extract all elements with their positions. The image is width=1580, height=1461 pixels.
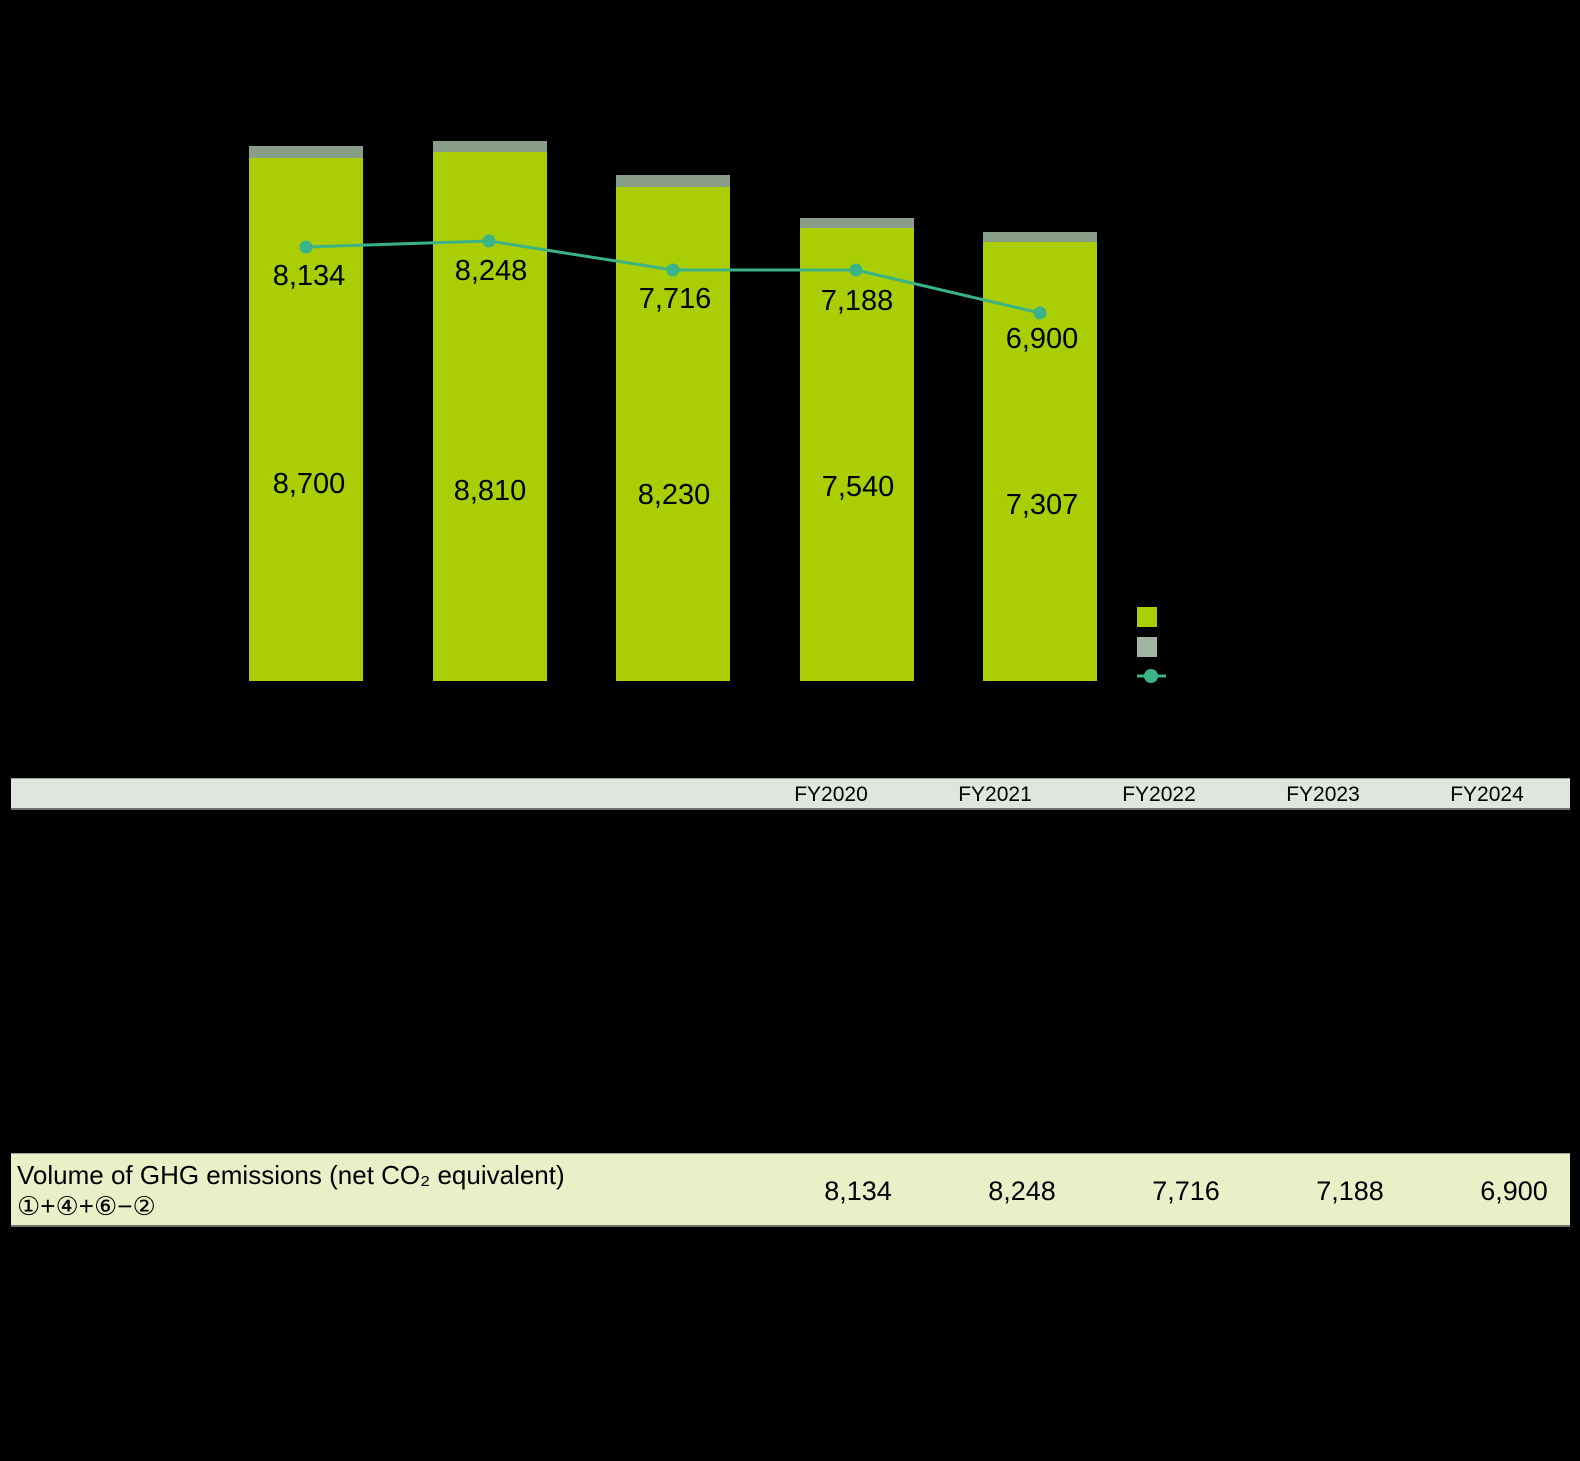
column-header: FY2023 bbox=[1286, 783, 1360, 806]
legend-swatch-primary-icon bbox=[1137, 607, 1157, 627]
line-point bbox=[1033, 306, 1047, 320]
bar-segment-secondary bbox=[983, 232, 1097, 242]
column-header: FY2022 bbox=[1122, 783, 1196, 806]
bar-label: 8,810 bbox=[453, 475, 527, 507]
column-header: FY2020 bbox=[794, 783, 868, 806]
row-label-title: Volume of GHG emissions (net CO₂ equival… bbox=[17, 1160, 565, 1190]
bar-label: 8,230 bbox=[637, 479, 711, 511]
line-point bbox=[482, 234, 496, 248]
legend-line-marker-icon bbox=[1137, 669, 1166, 683]
bar-segment-secondary bbox=[249, 146, 363, 158]
table-cell: 8,248 bbox=[988, 1176, 1056, 1206]
line-point bbox=[666, 263, 680, 277]
line-label: 6,900 bbox=[1005, 323, 1079, 355]
line-label: 8,134 bbox=[272, 260, 346, 292]
column-header: FY2024 bbox=[1450, 783, 1524, 806]
table-cell: 6,900 bbox=[1480, 1176, 1548, 1206]
bar-label: 7,307 bbox=[1005, 489, 1079, 521]
row-label: Volume of GHG emissions (net CO₂ equival… bbox=[17, 1160, 565, 1222]
line-label: 8,248 bbox=[454, 255, 528, 287]
bar-segment-secondary bbox=[800, 218, 914, 228]
bar-segment-secondary bbox=[433, 141, 547, 152]
bar-label: 7,540 bbox=[821, 471, 895, 503]
bar-segment-primary bbox=[800, 228, 914, 681]
bar-fy2023 bbox=[800, 218, 914, 681]
line-label: 7,188 bbox=[820, 285, 894, 317]
line-point bbox=[299, 240, 313, 254]
line-label: 7,716 bbox=[638, 283, 712, 315]
legend-swatch-secondary-icon bbox=[1137, 637, 1157, 657]
table-row: Volume of GHG emissions (net CO₂ equival… bbox=[11, 1153, 1570, 1227]
table-header: FY2020 FY2021 FY2022 FY2023 FY2024 bbox=[11, 778, 1570, 810]
line-point bbox=[849, 263, 863, 277]
row-label-formula: ①+④+⑥−② bbox=[17, 1191, 156, 1221]
column-header: FY2021 bbox=[958, 783, 1032, 806]
bar-segment-secondary bbox=[616, 175, 730, 187]
table-cell: 7,716 bbox=[1152, 1176, 1220, 1206]
net-emissions-line bbox=[299, 234, 1047, 320]
table-cell: 7,188 bbox=[1316, 1176, 1384, 1206]
bar-label: 8,700 bbox=[272, 468, 346, 500]
table-cell: 8,134 bbox=[824, 1176, 892, 1206]
